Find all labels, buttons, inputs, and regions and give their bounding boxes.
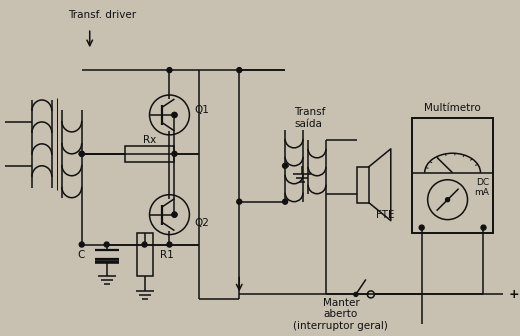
Text: Transf
saída: Transf saída — [294, 107, 326, 129]
Circle shape — [282, 199, 288, 204]
Circle shape — [282, 163, 288, 168]
Bar — [137, 233, 152, 277]
Circle shape — [79, 151, 84, 156]
Text: FTE: FTE — [375, 210, 394, 220]
Circle shape — [79, 242, 84, 247]
Circle shape — [237, 68, 242, 73]
Text: Rx: Rx — [143, 135, 156, 145]
Circle shape — [446, 198, 450, 202]
Circle shape — [104, 242, 109, 247]
Text: Transf. driver: Transf. driver — [68, 10, 136, 20]
Text: Q2: Q2 — [194, 218, 209, 227]
Circle shape — [167, 68, 172, 73]
Circle shape — [142, 242, 147, 247]
Text: R1: R1 — [161, 250, 174, 259]
Text: DC
mA: DC mA — [475, 178, 489, 198]
Text: Manter
aberto
(interruptor geral): Manter aberto (interruptor geral) — [293, 298, 388, 331]
Circle shape — [237, 199, 242, 204]
Bar — [412, 118, 493, 233]
Circle shape — [172, 151, 177, 156]
Circle shape — [481, 225, 486, 230]
Circle shape — [354, 292, 358, 296]
Circle shape — [172, 113, 177, 118]
Circle shape — [172, 212, 177, 217]
Circle shape — [172, 113, 177, 118]
Text: Q1: Q1 — [194, 105, 209, 115]
Text: +: + — [509, 288, 519, 301]
Bar — [357, 167, 369, 203]
Circle shape — [172, 212, 177, 217]
Bar — [125, 146, 174, 162]
Circle shape — [167, 242, 172, 247]
Circle shape — [419, 225, 424, 230]
Text: C: C — [77, 250, 85, 259]
Text: Multímetro: Multímetro — [424, 103, 481, 113]
Circle shape — [79, 151, 84, 156]
